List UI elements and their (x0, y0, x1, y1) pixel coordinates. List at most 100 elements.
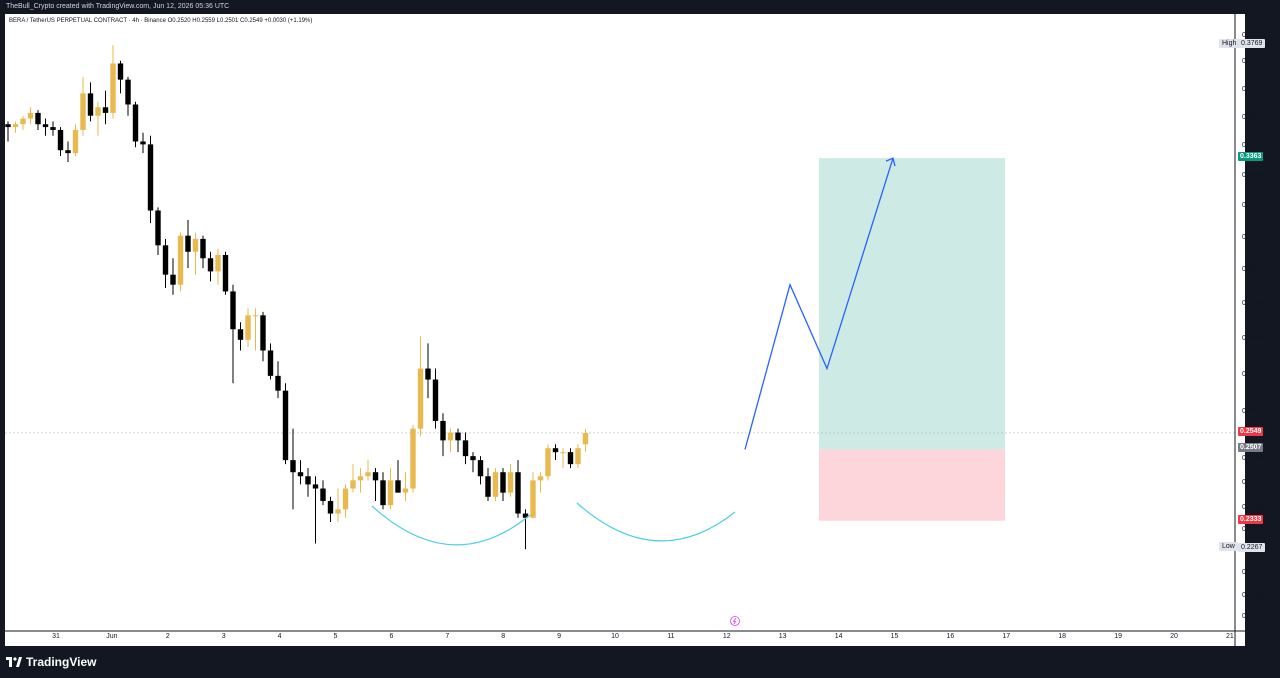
x-tick-label: 17 (1002, 633, 1011, 640)
x-tick-label: 16 (946, 633, 955, 640)
lightning-bolt (732, 617, 737, 625)
candle-body (245, 315, 251, 340)
candle-body (155, 210, 161, 246)
candle-body (275, 375, 281, 391)
candle-body (65, 150, 71, 154)
candle-body (440, 420, 446, 441)
candle-body (350, 480, 356, 489)
price-chart[interactable] (5, 14, 1245, 646)
candle-body (327, 500, 334, 514)
candle-body (110, 63, 116, 113)
candle-body (162, 245, 169, 275)
candle-body (57, 129, 64, 151)
x-tick-label: 3 (221, 633, 226, 640)
candle-body (222, 255, 229, 292)
candle-body (380, 480, 386, 506)
candle-body (290, 460, 296, 473)
high-label: High (1219, 39, 1240, 48)
candle-body (545, 448, 551, 477)
candle-body (305, 476, 311, 485)
candle-body (507, 472, 514, 493)
y-tick-label: 0.2900 (1242, 300, 1264, 307)
candle-body (500, 472, 506, 493)
x-tick-label: 10 (611, 633, 619, 640)
candle-body (80, 93, 86, 130)
y-tick-label: 0.2420 (1242, 479, 1264, 487)
candle-body (417, 368, 424, 429)
candle-body (132, 104, 139, 142)
candle-body (575, 448, 581, 465)
candle-body (27, 112, 34, 119)
tradingview-logo-icon (6, 657, 22, 667)
candle-body (215, 255, 221, 272)
symbol-legend: BERA / TetherUS PERPETUAL CONTRACT · 4h … (9, 18, 313, 24)
high-value-tag: 0.3769 (1238, 39, 1266, 49)
x-tick-label: 5 (333, 633, 338, 640)
y-tick-label: 0.2360 (1242, 504, 1264, 512)
x-tick-label: 31 (52, 633, 60, 640)
x-tick-label: 20 (1170, 633, 1178, 640)
y-tick-label: 0.3100 (1242, 233, 1264, 241)
candle-body (140, 141, 146, 145)
low-value-tag: 0.2267 (1238, 543, 1266, 553)
y-tick-label: 0.3000 (1242, 266, 1264, 274)
candle-body (492, 472, 499, 497)
candle-body (477, 460, 484, 477)
target-zone (819, 158, 1005, 450)
y-tick-label: 0.2800 (1242, 334, 1264, 342)
candle-body (230, 291, 236, 330)
candle-body (522, 513, 529, 518)
candle-body (87, 93, 94, 116)
entry-price-tag: 0.2507 (1238, 443, 1264, 453)
cup-curve-right (576, 502, 736, 542)
candle-body (282, 390, 289, 461)
x-tick-label: 4 (277, 633, 282, 640)
candle-body (12, 124, 19, 128)
candle-body (447, 432, 454, 441)
candle-body (462, 440, 469, 457)
x-tick-label: 14 (834, 633, 843, 640)
candle-body (357, 476, 364, 481)
candle-body (207, 258, 214, 272)
lightning-icon (730, 616, 740, 626)
candle-body (50, 127, 56, 130)
candle-body (267, 350, 274, 376)
x-tick-label: 18 (1058, 633, 1067, 640)
candle-body (335, 509, 341, 514)
candle-body (170, 274, 176, 285)
candle-body (425, 368, 431, 380)
x-tick-label: 9 (557, 633, 562, 640)
candle-body (485, 476, 491, 497)
candle-body (35, 112, 41, 125)
stop-zone (819, 449, 1005, 521)
y-tick-label: 0.2115 (1242, 613, 1263, 620)
candle-body (530, 480, 536, 518)
x-tick-label: 8 (501, 633, 506, 640)
y-tick-label: 0.3300 (1242, 171, 1264, 179)
projection-path (744, 157, 894, 450)
candle-body (560, 452, 566, 454)
x-tick-label: 12 (722, 633, 731, 640)
x-tick-label: 21 (1225, 633, 1234, 640)
tradingview-brand[interactable]: TradingView (6, 655, 96, 669)
candle-body (297, 472, 304, 477)
candle-body (515, 472, 521, 514)
chart-frame: BERA / TetherUS PERPETUAL CONTRACT · 4h … (5, 14, 1266, 646)
y-tick-label: 0.2600 (1242, 408, 1264, 416)
candle-body (320, 488, 326, 501)
x-tick-label: 6 (389, 633, 394, 640)
candle-body (455, 432, 461, 441)
candle-body (177, 235, 184, 285)
candle-body (252, 315, 259, 317)
y-tick-label: 0.3700 (1242, 58, 1264, 66)
target-price-tag: 0.3363 (1238, 152, 1264, 162)
candle-body (537, 476, 544, 481)
candle-body (552, 448, 559, 453)
candle-body (95, 107, 101, 116)
y-tick-label: 0.2310 (1242, 525, 1264, 533)
low-label: Low (1219, 542, 1238, 551)
candle-body (342, 488, 349, 510)
candle-body (200, 238, 206, 259)
arrow-head (885, 157, 896, 167)
x-tick-label: 19 (1114, 633, 1122, 640)
